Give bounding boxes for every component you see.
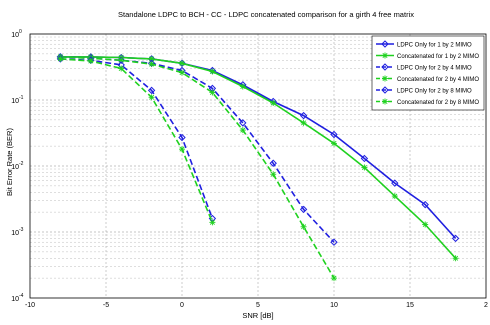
star-marker <box>209 89 216 96</box>
star-marker <box>331 275 337 282</box>
star-marker <box>179 146 185 153</box>
star-marker <box>148 61 155 68</box>
y-tick-label: 10 -2 <box>11 161 23 171</box>
legend-label: Concatenated for 2 by 4 MIMO <box>397 77 479 83</box>
diamond-marker <box>147 86 156 95</box>
diamond-marker <box>381 63 389 71</box>
legend-item: LDPC Only for 2 by 4 MIMO <box>376 63 472 71</box>
x-tick-label: 0 <box>180 302 184 309</box>
legend-label: Concatenated for 2 by 8 MIMO <box>397 100 479 106</box>
y-tick-base: 10 <box>11 98 19 105</box>
diamond-marker <box>391 179 399 187</box>
diamond-marker <box>421 200 429 209</box>
x-tick-label: -10 <box>25 302 35 309</box>
legend-item: Concatenated for 1 by 2 MIMO <box>376 52 479 60</box>
legend-label: Concatenated for 1 by 2 MIMO <box>397 54 479 60</box>
legend-label: LDPC Only for 2 by 8 MIMO <box>397 88 472 94</box>
diamond-marker <box>299 111 308 120</box>
star-marker <box>239 127 246 134</box>
series-6 <box>57 55 216 226</box>
y-axis-label: Bit Error Rate (BER) <box>5 128 14 196</box>
star-marker <box>382 52 388 59</box>
y-tick-base: 10 <box>11 296 19 303</box>
star-marker <box>300 119 307 126</box>
series-line <box>60 58 214 223</box>
star-marker <box>382 75 388 82</box>
legend-item: Concatenated for 2 by 4 MIMO <box>376 75 479 83</box>
series-line <box>60 56 335 279</box>
y-tick-base: 10 <box>11 32 19 39</box>
y-tick-base: 10 <box>11 230 19 237</box>
legend-label: LDPC Only for 1 by 2 MIMO <box>397 42 472 48</box>
series-4 <box>57 53 337 282</box>
x-tick-label: 2 <box>484 302 488 309</box>
diamond-marker <box>451 234 460 243</box>
star-marker <box>209 219 216 226</box>
star-marker <box>148 94 155 101</box>
plot-frame <box>29 33 487 299</box>
diamond-marker <box>178 133 186 142</box>
star-marker <box>382 98 388 105</box>
star-marker <box>57 55 64 62</box>
x-axis-label: SNR [dB] <box>242 311 273 320</box>
star-marker <box>361 164 368 171</box>
diamond-marker <box>330 238 338 246</box>
diamond-marker <box>381 40 389 48</box>
series-line <box>60 58 214 219</box>
legend: LDPC Only for 1 by 2 MIMO Concatenated fo… <box>371 35 485 111</box>
star-marker <box>148 55 155 62</box>
y-tick-label: 10 0 <box>11 29 22 39</box>
star-marker <box>270 171 277 178</box>
y-tick-exponent: -4 <box>19 293 24 299</box>
diamond-marker <box>269 159 277 167</box>
star-marker <box>300 223 307 230</box>
diamond-marker <box>299 205 308 214</box>
star-marker <box>270 100 277 107</box>
y-tick-label: 10 -1 <box>11 95 23 105</box>
legend-item: LDPC Only for 2 by 8 MIMO <box>376 86 472 94</box>
star-marker <box>118 65 125 72</box>
x-tick-label: 10 <box>330 302 338 309</box>
y-tick-label: 10 -4 <box>11 293 23 303</box>
legend-box <box>371 35 485 111</box>
series-lines <box>56 53 460 282</box>
y-tick-base: 10 <box>11 164 19 171</box>
x-tick-label: 15 <box>406 302 414 309</box>
x-tick-label: -5 <box>103 302 109 309</box>
y-tick-exponent: -1 <box>19 95 24 101</box>
star-marker <box>239 83 246 90</box>
y-tick-exponent: -2 <box>19 161 24 167</box>
legend-label: LDPC Only for 2 by 4 MIMO <box>397 65 472 71</box>
diamond-marker <box>381 86 389 94</box>
diamond-marker <box>330 130 338 139</box>
star-marker <box>331 140 337 147</box>
star-marker <box>179 60 185 67</box>
star-marker <box>87 57 94 64</box>
y-tick-exponent: -3 <box>19 227 24 233</box>
star-marker <box>179 69 185 76</box>
y-tick-label: 10 -3 <box>11 227 23 237</box>
legend-item: Concatenated for 2 by 8 MIMO <box>376 98 479 106</box>
legend-item: LDPC Only for 1 by 2 MIMO <box>376 40 472 48</box>
diamond-marker <box>239 119 247 127</box>
series-line <box>60 56 457 259</box>
star-marker <box>422 221 429 228</box>
chart-title: Standalone LDPC to BCH - CC - LDPC conca… <box>118 10 414 19</box>
star-marker <box>452 255 459 262</box>
x-tick-label: 5 <box>256 302 260 309</box>
star-marker <box>391 193 398 200</box>
y-tick-exponent: 0 <box>19 29 22 35</box>
diamond-marker <box>360 154 369 163</box>
star-marker <box>209 68 216 75</box>
